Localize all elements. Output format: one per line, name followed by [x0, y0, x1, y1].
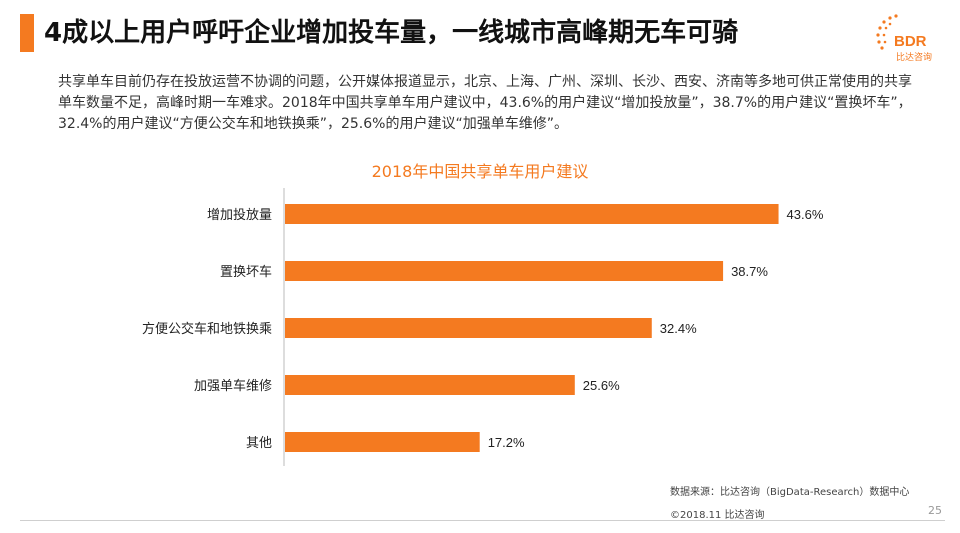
category-label: 方便公交车和地铁换乘	[142, 321, 272, 337]
page-title: 4成以上用户呼吁企业增加投车量，一线城市高峰期无车可骑	[44, 18, 739, 48]
value-label: 43.6%	[787, 207, 824, 222]
category-label: 置换坏车	[220, 264, 272, 280]
category-label: 加强单车维修	[194, 378, 272, 394]
bar	[285, 204, 779, 224]
bdr-logo: BDR 比达咨询	[876, 14, 932, 63]
bar	[285, 318, 652, 338]
value-label: 25.6%	[583, 378, 620, 393]
value-label: 38.7%	[731, 264, 768, 279]
title-accent-bar	[20, 14, 34, 52]
logo-dots-icon	[876, 14, 898, 50]
intro-paragraph: 共享单车目前仍存在投放运营不协调的问题，公开媒体报道显示，北京、上海、广州、深圳…	[58, 74, 912, 132]
footer-divider	[20, 520, 945, 521]
logo-text: BDR	[894, 33, 927, 50]
data-source: 数据来源：比达咨询（BigData-Research）数据中心	[670, 487, 910, 498]
value-label: 32.4%	[660, 321, 697, 336]
logo-subtext: 比达咨询	[896, 51, 932, 63]
copyright: ©2018.11 比达咨询	[670, 510, 765, 521]
value-label: 17.2%	[488, 435, 525, 450]
bar	[285, 432, 480, 452]
category-label: 增加投放量	[207, 207, 272, 223]
category-label: 其他	[246, 436, 272, 451]
bar	[285, 261, 724, 281]
bar-chart: 增加投放量 43.6% 置换坏车 38.7% 方便公交车和地铁换乘 32.4% 加强单车维修…	[142, 188, 824, 466]
chart-title: 2018年中国共享单车用户建议	[371, 162, 589, 181]
page-number: 25	[928, 504, 942, 517]
bar	[285, 375, 575, 395]
